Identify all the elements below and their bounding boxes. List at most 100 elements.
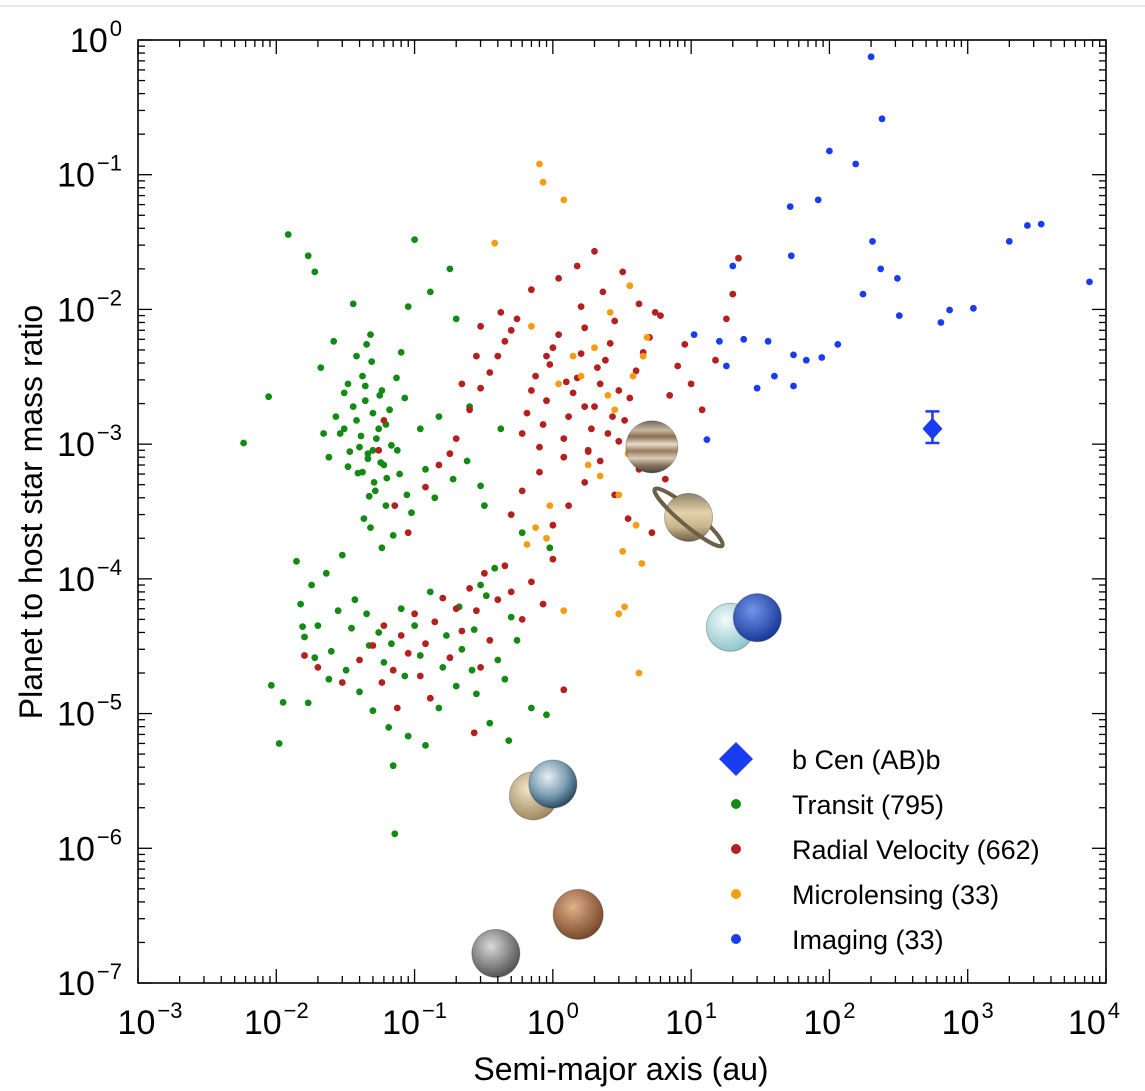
data-point xyxy=(301,634,308,641)
data-point xyxy=(276,740,283,747)
data-point xyxy=(366,493,373,500)
x-tick-label: 10−1 xyxy=(382,998,447,1042)
data-point xyxy=(471,626,478,633)
data-point xyxy=(508,327,515,334)
data-point xyxy=(398,632,405,639)
data-point xyxy=(299,623,306,630)
x-axis-title: Semi-major axis (au) xyxy=(473,1051,768,1087)
data-point xyxy=(524,541,531,548)
data-point xyxy=(481,502,488,509)
data-point xyxy=(502,338,509,345)
data-point xyxy=(528,387,535,394)
data-point xyxy=(326,454,333,461)
data-point xyxy=(379,679,386,686)
data-point xyxy=(391,502,398,509)
data-point xyxy=(427,695,434,702)
data-point xyxy=(540,179,547,186)
data-point xyxy=(605,430,612,437)
y-tick-label: 10−2 xyxy=(57,285,122,329)
data-point xyxy=(436,413,443,420)
legend-label: Radial Velocity (662) xyxy=(792,835,1040,865)
data-point xyxy=(328,648,335,655)
legend-entry: b Cen (AB)b xyxy=(719,742,941,776)
data-point xyxy=(431,618,438,625)
data-point xyxy=(619,269,626,276)
data-point xyxy=(315,622,322,629)
data-point xyxy=(803,357,810,364)
data-point xyxy=(868,53,875,60)
legend-marker-dot xyxy=(731,844,741,854)
data-point xyxy=(431,494,438,501)
data-point xyxy=(367,331,374,338)
data-point xyxy=(370,410,377,417)
data-point xyxy=(491,240,498,247)
data-point xyxy=(591,344,598,351)
data-point xyxy=(339,552,346,559)
data-point xyxy=(375,447,382,454)
data-point xyxy=(358,433,365,440)
data-point xyxy=(497,425,504,432)
data-point xyxy=(353,417,360,424)
data-point xyxy=(473,353,480,360)
data-point xyxy=(826,148,833,155)
data-point xyxy=(1024,222,1031,229)
data-point xyxy=(636,301,643,308)
data-point xyxy=(486,720,493,727)
data-point xyxy=(666,392,673,399)
data-point xyxy=(367,524,374,531)
data-point xyxy=(540,421,547,428)
planet-saturn-disk xyxy=(665,493,713,541)
data-point xyxy=(502,562,509,569)
data-point xyxy=(524,410,531,417)
data-point xyxy=(308,582,315,589)
data-point xyxy=(405,303,412,310)
data-point xyxy=(615,387,622,394)
data-point xyxy=(439,595,446,602)
data-point xyxy=(787,203,794,210)
data-point xyxy=(607,309,614,316)
x-tick-label: 102 xyxy=(803,998,855,1042)
data-point xyxy=(477,582,484,589)
data-point xyxy=(543,711,550,718)
data-point xyxy=(477,483,484,490)
data-point xyxy=(621,603,628,610)
planet-neptune xyxy=(733,594,781,642)
data-point xyxy=(388,640,395,647)
data-point xyxy=(494,657,501,664)
data-point xyxy=(408,509,415,516)
data-point xyxy=(443,632,450,639)
y-axis-title: Planet to host star mass ratio xyxy=(13,305,49,719)
data-point xyxy=(540,601,547,608)
data-point xyxy=(381,417,388,424)
data-point xyxy=(401,395,408,402)
data-point xyxy=(528,579,535,586)
data-point xyxy=(265,393,272,400)
data-point xyxy=(543,535,550,542)
data-point xyxy=(563,379,570,386)
data-point xyxy=(486,637,493,644)
data-point xyxy=(447,654,454,661)
data-point xyxy=(546,502,553,509)
data-point xyxy=(594,364,601,371)
data-point xyxy=(560,435,567,442)
data-point xyxy=(427,289,434,296)
legend-entry: Radial Velocity (662) xyxy=(731,835,1040,865)
data-point xyxy=(356,688,363,695)
legend-marker-dot xyxy=(731,889,741,899)
data-point xyxy=(376,392,383,399)
data-point xyxy=(383,502,390,509)
series-imaging xyxy=(691,53,1093,443)
data-point xyxy=(301,652,308,659)
data-point xyxy=(405,529,412,536)
data-point xyxy=(723,363,730,370)
data-point xyxy=(514,637,521,644)
x-tick-label: 10−2 xyxy=(244,998,309,1042)
data-point xyxy=(508,614,515,621)
data-point xyxy=(297,601,304,608)
data-point xyxy=(609,413,616,420)
data-point xyxy=(365,450,372,457)
data-point xyxy=(565,502,572,509)
data-point xyxy=(508,511,515,518)
data-point xyxy=(362,397,369,404)
data-point xyxy=(345,463,352,470)
